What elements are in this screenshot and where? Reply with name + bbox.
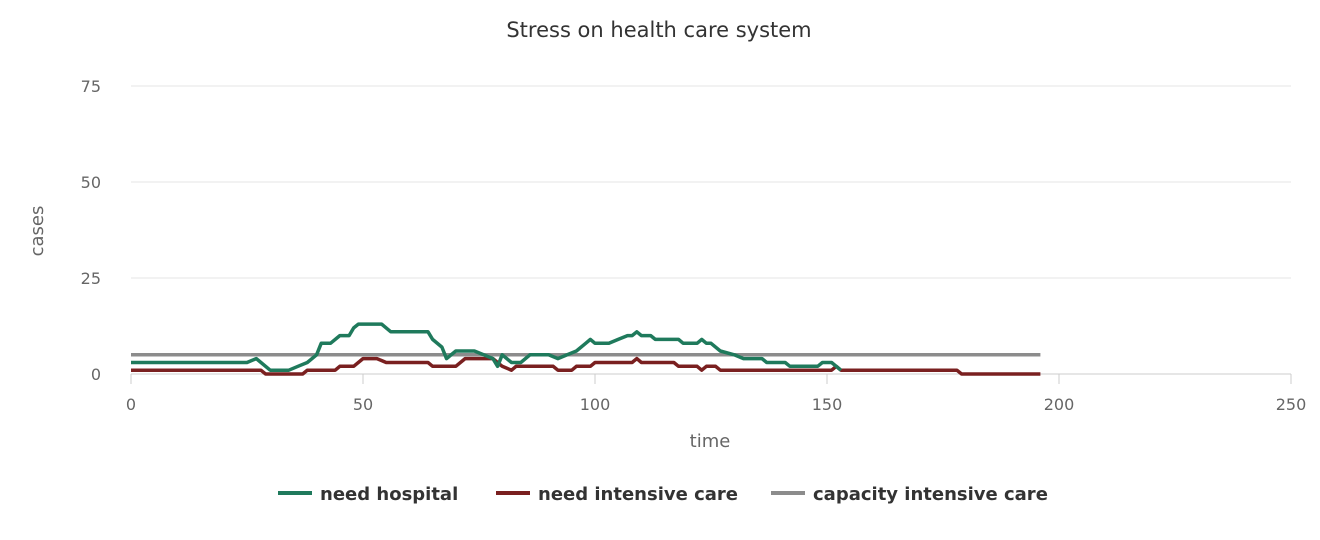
legend-item[interactable]: need hospital	[320, 484, 458, 505]
legend-item[interactable]: need intensive care	[538, 484, 738, 505]
y-tick-label: 50	[81, 173, 101, 192]
chart-title: Stress on health care system	[506, 18, 811, 42]
legend: need hospital need intensive care capacity…	[278, 484, 1048, 505]
y-tick-label: 0	[91, 365, 101, 384]
x-tick-label: 100	[580, 395, 611, 414]
x-tick-label: 50	[353, 395, 373, 414]
x-tick-label: 0	[126, 395, 136, 414]
y-tick-label: 75	[81, 77, 101, 96]
y-tick-label: 25	[81, 269, 101, 288]
y-axis-ticks: 0 25 50 75	[81, 77, 101, 384]
x-axis-label: time	[690, 431, 731, 452]
y-axis-label: cases	[27, 206, 48, 257]
x-tick-label: 200	[1044, 395, 1075, 414]
x-tick-label: 250	[1276, 395, 1307, 414]
legend-item[interactable]: capacity intensive care	[813, 484, 1048, 505]
x-tick-label: 150	[812, 395, 843, 414]
series-line	[131, 322, 843, 372]
series-line	[131, 356, 1041, 376]
x-axis: 0 50 100 150 200 250	[126, 373, 1307, 414]
grid-lines	[131, 85, 1291, 279]
series-lines	[131, 322, 1041, 376]
